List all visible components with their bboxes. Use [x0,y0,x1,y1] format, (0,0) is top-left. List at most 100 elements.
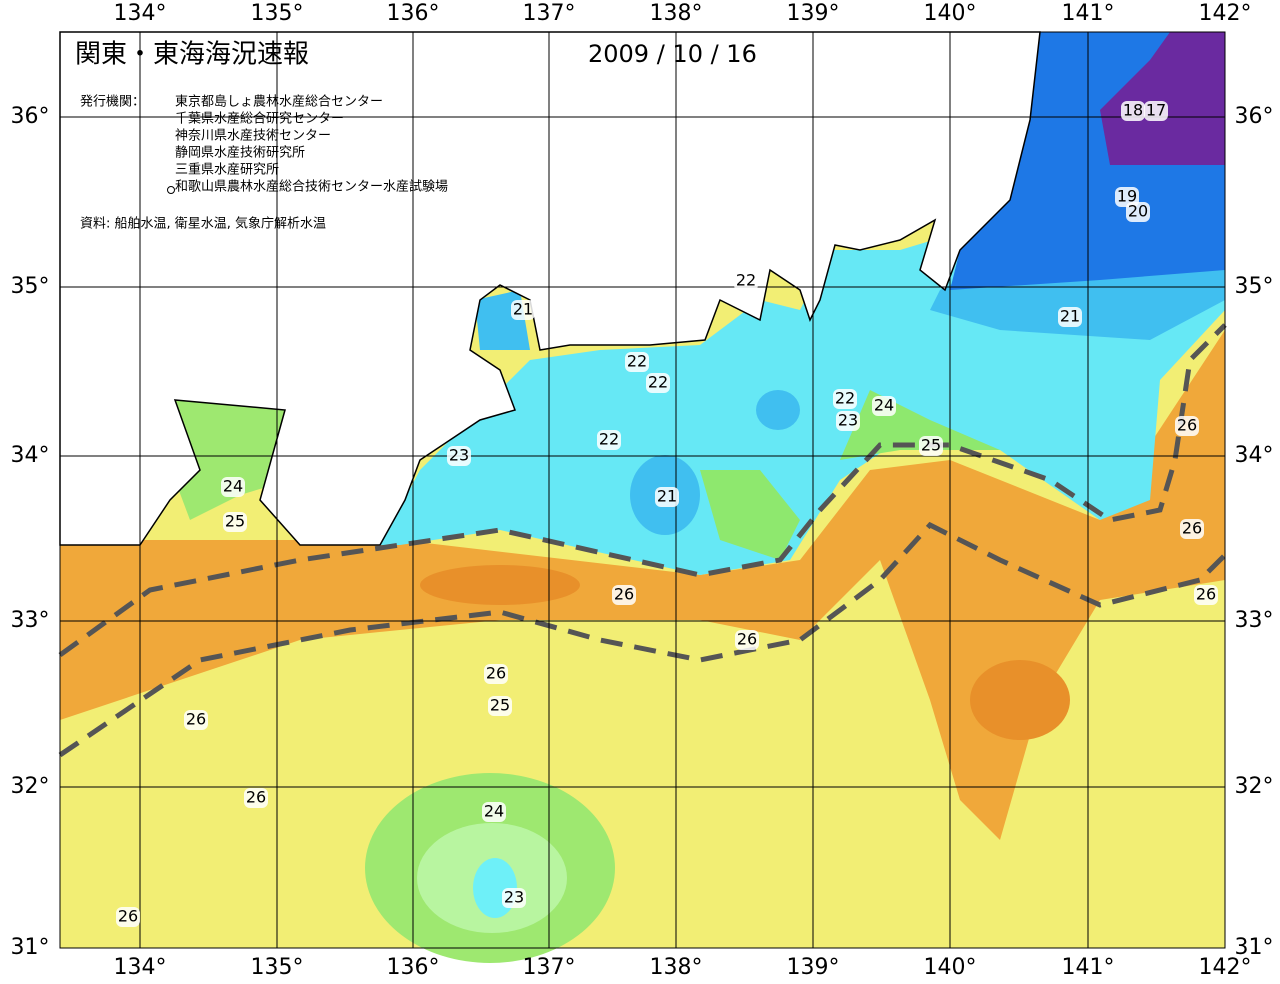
contour-label: 26 [1177,416,1197,435]
contour-label: 21 [513,300,533,319]
lon-label: 134° [114,955,167,980]
lon-label: 141° [1062,955,1115,980]
lon-label: 139° [787,955,840,980]
contour-label-bg [482,802,506,822]
contour-label-bg [447,446,471,466]
lon-label: 134° [114,1,167,26]
kuroshio-axis [58,323,1227,758]
lon-label: 140° [924,1,977,26]
contour-label: 17 [1146,101,1166,120]
lat-label: 32° [11,774,50,799]
contour-label-bg [1121,101,1145,121]
contour-label-bg [244,788,268,808]
lon-label: 140° [924,955,977,980]
contour-label: 26 [486,664,506,683]
contour-label-bg [597,430,621,450]
lat-label: 35° [1235,274,1274,299]
contour-label: 25 [490,696,510,715]
contour-label: 23 [449,446,469,465]
land [59,31,1041,546]
lon-label: 136° [387,955,440,980]
contour-label: 26 [1196,585,1216,604]
contour-label: 24 [484,802,504,821]
contour-label: 26 [737,630,757,649]
lat-label: 34° [1235,443,1274,468]
lon-label: 137° [523,1,576,26]
contour-label: 24 [874,396,894,415]
agency: 東京都島しょ農林水産総合センター [175,94,383,110]
agency: 和歌山県農林水産総合技術センター水産試験場 [175,179,448,195]
lon-label: 139° [787,1,840,26]
contour-label: 21 [1060,307,1080,326]
lat-label: 36° [11,104,50,129]
grid [60,32,1225,948]
contour-label: 26 [118,907,138,926]
lon-label: 141° [1062,1,1115,26]
lat-label: 35° [11,274,50,299]
contour-label: 21 [657,487,677,506]
contour-label: 23 [838,411,858,430]
contour-label-bg [1175,416,1199,436]
lat-label: 33° [11,608,50,633]
lon-label: 138° [650,955,703,980]
contour-label: 25 [225,512,245,531]
lon-label: 135° [251,955,304,980]
lat-label: 31° [1235,935,1274,960]
title: 関東・東海海況速報 [75,40,309,70]
lat-label: 34° [11,443,50,468]
contour-label-bg [919,436,943,456]
contour-label-bg [872,396,896,416]
contour-label: 22 [599,430,619,449]
agency: 静岡県水産技術研究所 [175,145,305,161]
contour-label: 22 [648,373,668,392]
contour-label-bg [511,300,535,320]
lat-label: 36° [1235,104,1274,129]
contour-label: 26 [246,788,266,807]
contour-label-bg [646,373,670,393]
contour-label-bg [184,710,208,730]
map-frame [59,31,1226,949]
date: 2009 / 10 / 16 [588,40,757,68]
contour-label-bg [625,352,649,372]
contour-label: 19 [1117,187,1137,206]
contour-label-bg [484,664,508,684]
contour-label: 22 [736,271,756,290]
contour-label-bg [116,907,140,927]
contour-label-bg [734,271,758,291]
lat-label: 31° [11,935,50,960]
contour-label-bg [833,389,857,409]
contour-label: 23 [504,888,524,907]
contour-label-bg [1180,519,1204,539]
contour-label-bg [223,512,247,532]
lat-label: 33° [1235,608,1274,633]
contour-label-bg [735,630,759,650]
contour-label-bg [1194,585,1218,605]
contour-label-bg [1144,101,1168,121]
contour-label-bg [655,487,679,507]
contour-label: 26 [614,585,634,604]
labels: 134° 134° 135° 135° 136° 136° 137° 137° 138° 138°… [11,1,1274,980]
lon-label: 135° [251,1,304,26]
agencies-label: 発行機関： [80,95,145,110]
contour-label-bg [488,696,512,716]
agency: 三重県水産研究所 [175,162,279,178]
contour-label: 22 [835,389,855,408]
marker [167,186,175,194]
lon-label: 136° [387,1,440,26]
contour-label: 20 [1128,202,1148,221]
contour-label: 22 [627,352,647,371]
lon-label: 138° [650,1,703,26]
lon-label: 137° [523,955,576,980]
contour-label: 26 [1182,519,1202,538]
agency: 神奈川県水産技術センター [175,128,331,144]
contour-label: 24 [223,477,243,496]
contour-label-bg [221,477,245,497]
lon-label: 142° [1199,955,1252,980]
agency: 千葉県水産総合研究センター [175,111,344,127]
source: 資料: 船舶水温, 衛星水温, 気象庁解析水温 [80,216,326,232]
lon-label: 142° [1199,1,1252,26]
contour-label-bg [1126,202,1150,222]
contour-label-bg [502,888,526,908]
